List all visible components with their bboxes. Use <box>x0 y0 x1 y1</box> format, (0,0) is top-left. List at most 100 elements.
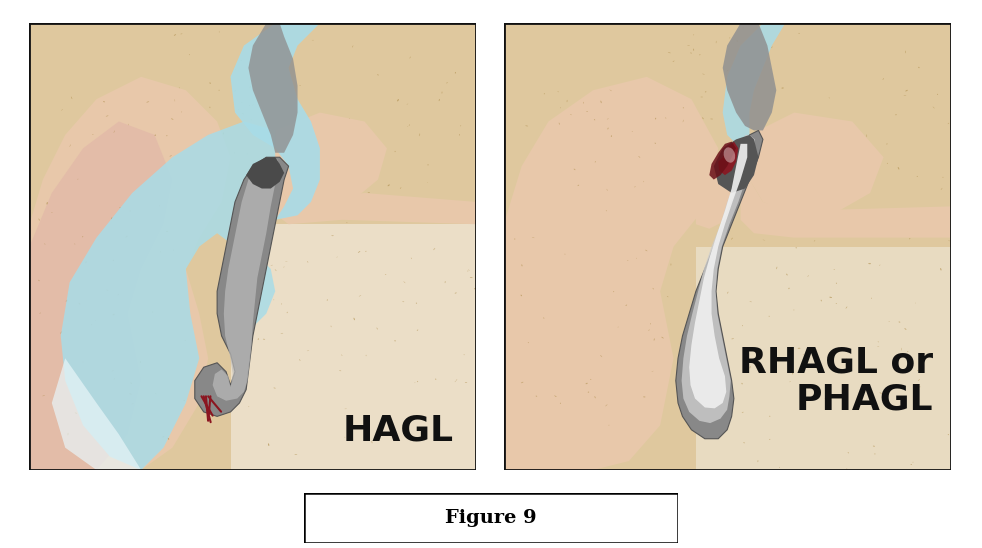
Ellipse shape <box>702 117 704 119</box>
Ellipse shape <box>535 396 537 397</box>
Polygon shape <box>248 23 298 153</box>
Ellipse shape <box>246 153 247 155</box>
Ellipse shape <box>789 288 790 289</box>
Ellipse shape <box>770 69 771 70</box>
Ellipse shape <box>60 332 62 334</box>
Ellipse shape <box>75 413 78 414</box>
Ellipse shape <box>916 176 918 177</box>
Ellipse shape <box>903 95 906 96</box>
Ellipse shape <box>600 101 602 103</box>
Ellipse shape <box>577 185 579 186</box>
Ellipse shape <box>700 96 703 98</box>
Ellipse shape <box>643 396 645 397</box>
Ellipse shape <box>941 188 943 190</box>
Ellipse shape <box>846 306 847 309</box>
Ellipse shape <box>605 404 608 406</box>
Ellipse shape <box>268 443 269 446</box>
Ellipse shape <box>106 115 108 117</box>
Text: Figure 9: Figure 9 <box>445 509 537 527</box>
Ellipse shape <box>626 305 627 306</box>
Ellipse shape <box>345 437 346 438</box>
Ellipse shape <box>905 90 908 92</box>
Ellipse shape <box>594 396 596 398</box>
Ellipse shape <box>627 260 628 261</box>
Ellipse shape <box>792 373 793 374</box>
Ellipse shape <box>780 141 781 142</box>
Polygon shape <box>29 77 231 470</box>
Ellipse shape <box>634 186 635 187</box>
Ellipse shape <box>821 300 822 301</box>
Ellipse shape <box>415 302 417 304</box>
Ellipse shape <box>918 379 920 381</box>
Ellipse shape <box>586 111 587 112</box>
Ellipse shape <box>51 212 53 213</box>
Ellipse shape <box>295 454 298 455</box>
Ellipse shape <box>732 338 734 339</box>
Ellipse shape <box>607 189 608 191</box>
Ellipse shape <box>376 328 378 329</box>
Ellipse shape <box>559 123 560 125</box>
Ellipse shape <box>68 433 69 436</box>
Polygon shape <box>29 122 173 470</box>
Ellipse shape <box>306 350 309 351</box>
Ellipse shape <box>804 147 806 149</box>
Ellipse shape <box>356 142 357 143</box>
Ellipse shape <box>887 163 888 164</box>
Ellipse shape <box>38 219 40 221</box>
Ellipse shape <box>238 244 240 246</box>
Ellipse shape <box>474 288 476 289</box>
Ellipse shape <box>417 381 418 382</box>
FancyBboxPatch shape <box>304 493 678 543</box>
Ellipse shape <box>879 265 880 266</box>
Ellipse shape <box>668 52 671 53</box>
Text: HAGL: HAGL <box>343 414 454 448</box>
Polygon shape <box>194 157 289 416</box>
Ellipse shape <box>771 47 773 48</box>
Ellipse shape <box>690 53 691 54</box>
Ellipse shape <box>687 45 690 46</box>
Ellipse shape <box>462 22 463 25</box>
Ellipse shape <box>682 107 683 109</box>
Ellipse shape <box>814 240 815 242</box>
Ellipse shape <box>769 416 770 417</box>
Ellipse shape <box>435 379 436 380</box>
Ellipse shape <box>909 238 910 239</box>
Ellipse shape <box>949 240 950 241</box>
Ellipse shape <box>327 299 328 301</box>
Ellipse shape <box>174 34 176 36</box>
Ellipse shape <box>409 124 410 126</box>
Ellipse shape <box>673 61 675 62</box>
Ellipse shape <box>71 96 73 99</box>
Ellipse shape <box>114 130 115 133</box>
Ellipse shape <box>371 204 372 206</box>
Ellipse shape <box>275 269 277 271</box>
Ellipse shape <box>807 275 809 277</box>
Ellipse shape <box>354 318 355 320</box>
Ellipse shape <box>825 397 827 399</box>
Ellipse shape <box>847 452 849 453</box>
Ellipse shape <box>573 169 575 170</box>
Ellipse shape <box>274 387 276 389</box>
Ellipse shape <box>439 99 440 101</box>
Ellipse shape <box>532 237 534 238</box>
Polygon shape <box>714 135 758 193</box>
Polygon shape <box>682 135 755 423</box>
Ellipse shape <box>607 128 609 129</box>
Ellipse shape <box>395 151 396 152</box>
Polygon shape <box>246 157 284 189</box>
Ellipse shape <box>925 229 926 231</box>
Ellipse shape <box>249 85 250 88</box>
Ellipse shape <box>189 54 190 55</box>
Ellipse shape <box>82 236 83 237</box>
Ellipse shape <box>250 176 252 177</box>
Ellipse shape <box>388 184 390 186</box>
Ellipse shape <box>654 338 655 341</box>
Ellipse shape <box>469 277 472 278</box>
Ellipse shape <box>515 238 516 239</box>
Ellipse shape <box>638 156 640 158</box>
Ellipse shape <box>520 382 523 383</box>
Ellipse shape <box>347 222 348 223</box>
Ellipse shape <box>883 78 884 80</box>
Ellipse shape <box>455 381 456 382</box>
Ellipse shape <box>948 123 950 124</box>
